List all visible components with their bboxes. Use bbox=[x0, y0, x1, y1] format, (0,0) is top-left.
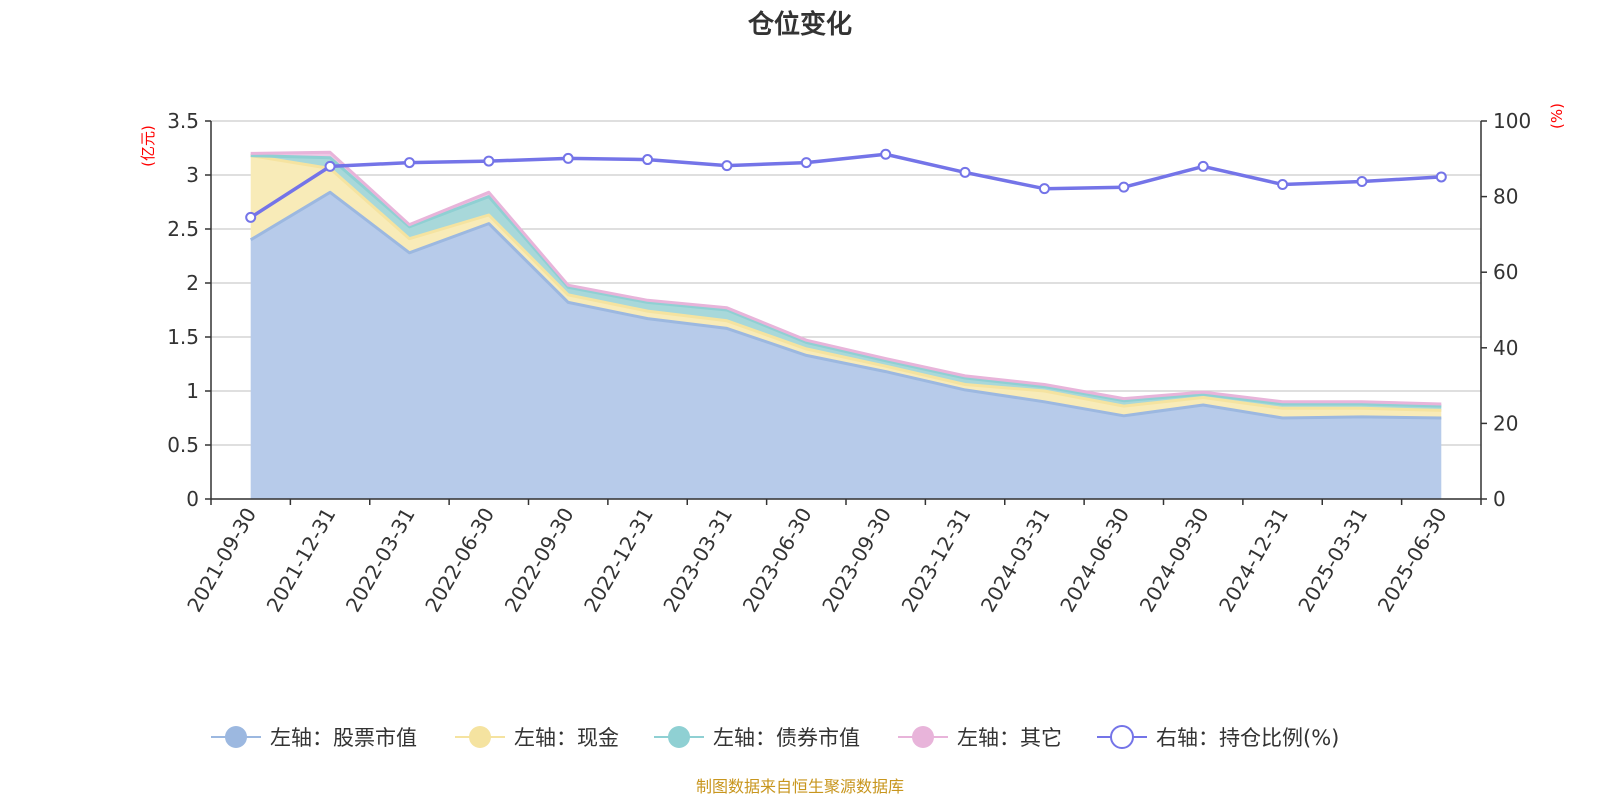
ratio-point bbox=[483, 155, 495, 167]
x-tick-label: 2025-03-31 bbox=[1293, 504, 1372, 617]
legend-marker bbox=[469, 726, 491, 748]
area-edge bbox=[249, 190, 1442, 420]
legend-label: 右轴：持仓比例(%) bbox=[1156, 726, 1339, 750]
ratio-point bbox=[1197, 160, 1209, 172]
legend-item: 左轴：股票市值 bbox=[211, 726, 417, 750]
x-tick-label: 2022-09-30 bbox=[500, 504, 579, 617]
left-tick-label: 2.5 bbox=[167, 217, 199, 241]
ratio-point bbox=[324, 160, 336, 172]
right-axis-unit: (%) bbox=[1548, 103, 1566, 129]
right-tick-label: 60 bbox=[1493, 260, 1518, 284]
legend-marker bbox=[1110, 725, 1134, 749]
ratio-point bbox=[562, 152, 574, 164]
right-tick-label: 80 bbox=[1493, 185, 1518, 209]
x-tick-label: 2021-09-30 bbox=[182, 504, 261, 617]
legend-label: 左轴：现金 bbox=[514, 726, 619, 750]
x-tick-label: 2022-06-30 bbox=[420, 504, 499, 617]
legend-marker bbox=[668, 726, 690, 748]
stacked-areas bbox=[249, 150, 1442, 500]
ratio-point bbox=[642, 154, 654, 166]
area-edge bbox=[250, 154, 1442, 408]
legend-item: 右轴：持仓比例(%) bbox=[1097, 725, 1339, 750]
x-tick-label: 2021-12-31 bbox=[262, 504, 341, 617]
ratio-point bbox=[721, 160, 733, 172]
x-tick-label: 2024-12-31 bbox=[1214, 504, 1293, 617]
legend-label: 左轴：其它 bbox=[957, 726, 1062, 750]
x-tick-label: 2023-09-30 bbox=[817, 504, 896, 617]
legend-item: 左轴：其它 bbox=[898, 726, 1062, 750]
area-edge bbox=[250, 150, 1442, 406]
x-tick-label: 2024-09-30 bbox=[1135, 504, 1214, 617]
legend-item: 左轴：现金 bbox=[455, 726, 619, 750]
legend-marker bbox=[225, 726, 247, 748]
ratio-point bbox=[800, 157, 812, 169]
ratio-point bbox=[245, 211, 257, 223]
right-tick-label: 0 bbox=[1493, 487, 1506, 511]
right-tick-label: 20 bbox=[1493, 411, 1518, 435]
ratio-point bbox=[1038, 183, 1050, 195]
left-tick-label: 3 bbox=[186, 163, 199, 187]
x-tick-label: 2022-12-31 bbox=[579, 504, 658, 617]
legend-label: 左轴：债券市值 bbox=[713, 726, 860, 750]
area-edge bbox=[250, 154, 1442, 412]
data-source: 制图数据来自恒生聚源数据库 bbox=[696, 777, 904, 796]
legend: 左轴：股票市值 左轴：现金 左轴：债券市值 左轴：其它 右轴：持仓比例(%) bbox=[211, 725, 1339, 750]
left-tick-label: 2 bbox=[186, 271, 199, 295]
left-tick-label: 3.5 bbox=[167, 109, 199, 133]
left-axis-unit: (亿元) bbox=[139, 125, 157, 167]
x-tick-label: 2022-03-31 bbox=[341, 504, 420, 617]
x-tick-label: 2025-06-30 bbox=[1373, 504, 1452, 617]
area-fill bbox=[250, 192, 1442, 500]
x-tick-label: 2023-03-31 bbox=[658, 504, 737, 617]
x-tick-label: 2024-03-31 bbox=[976, 504, 1055, 617]
left-tick-label: 0 bbox=[186, 487, 199, 511]
legend-item: 左轴：债券市值 bbox=[654, 726, 860, 750]
ratio-point bbox=[880, 148, 892, 160]
ratio-line-path bbox=[249, 152, 1442, 219]
x-tick-label: 2023-12-31 bbox=[897, 504, 976, 617]
ratio-point bbox=[1118, 181, 1130, 193]
chart-title: 仓位变化 bbox=[747, 9, 852, 40]
left-tick-label: 1 bbox=[186, 379, 199, 403]
legend-label: 左轴：股票市值 bbox=[270, 726, 417, 750]
ratio-point bbox=[403, 157, 415, 169]
ratio-point bbox=[959, 166, 971, 178]
x-tick-label: 2023-06-30 bbox=[738, 504, 817, 617]
ratio-point bbox=[1277, 179, 1289, 191]
legend-marker bbox=[912, 726, 934, 748]
ratio-point bbox=[1435, 171, 1447, 183]
left-tick-label: 1.5 bbox=[167, 325, 199, 349]
right-tick-label: 40 bbox=[1493, 336, 1518, 360]
right-tick-label: 100 bbox=[1493, 109, 1531, 133]
left-tick-label: 0.5 bbox=[167, 433, 199, 457]
ratio-point bbox=[1356, 175, 1368, 187]
position-ratio-line bbox=[245, 148, 1447, 223]
x-tick-label: 2024-06-30 bbox=[1055, 504, 1134, 617]
